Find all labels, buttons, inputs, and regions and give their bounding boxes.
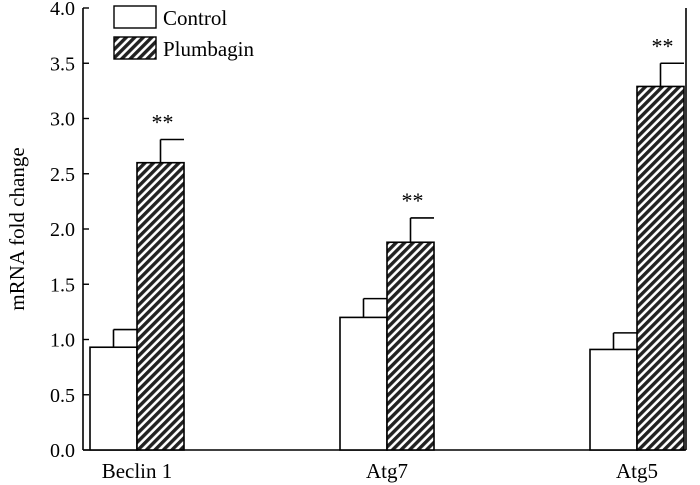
bar-control-1 [339,316,388,451]
y-tick-label: 0.0 [50,440,75,462]
bar-plumbagin-0 [136,161,185,451]
y-tick-label: 4.0 [50,0,75,20]
bars-group: ** ** ** [89,33,685,451]
legend: Control Plumbagin [113,5,255,61]
legend-label: Control [163,6,227,30]
bar-control-0 [89,346,138,451]
y-tick-label: 2.5 [50,164,75,186]
legend-swatch [113,5,157,29]
y-tick-label: 0.5 [50,385,75,407]
bar-control-2 [589,348,638,451]
y-axis-title: mRNA fold change [5,147,29,310]
y-tick-label: 3.5 [50,53,75,75]
y-tick-label: 3.0 [50,109,75,131]
y-tick-label: 2.0 [50,219,75,241]
significance-label: ** [652,33,674,58]
significance-label: ** [402,188,424,213]
x-tick-label: Atg7 [366,459,408,483]
bar-plumbagin-2 [636,85,685,451]
x-tick-label: Beclin 1 [102,459,173,483]
legend-label: Plumbagin [163,37,255,61]
y-tick-label: 1.0 [50,330,75,352]
significance-label: ** [152,109,174,134]
x-tick-label: Atg5 [616,459,658,483]
y-tick-label: 1.5 [50,274,75,296]
bar-plumbagin-1 [386,241,435,451]
labels-group: mRNA fold change Beclin 1 Atg7 Atg5 [5,147,658,483]
legend-swatch [113,36,157,60]
